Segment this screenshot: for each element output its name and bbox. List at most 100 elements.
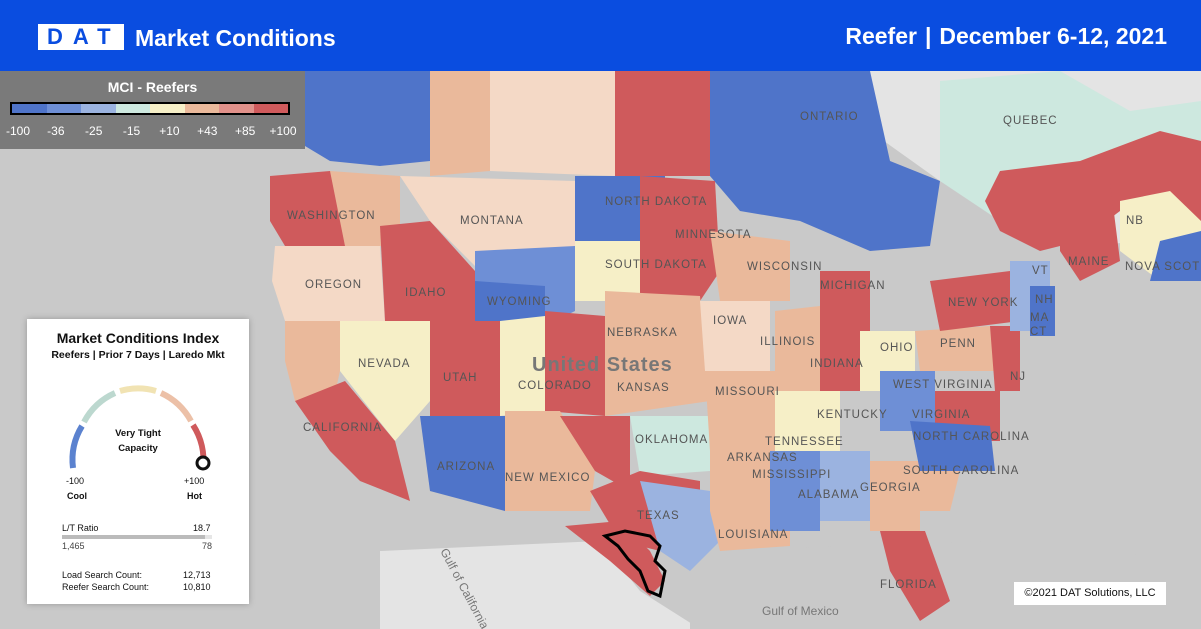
gauge-min-label: Cool (67, 491, 87, 501)
map-label: OREGON (305, 279, 362, 291)
gauge-arc-mild (81, 390, 117, 424)
load-search-label: Load Search Count: (62, 570, 143, 580)
copyright-notice: ©2021 DAT Solutions, LLC (1014, 582, 1166, 605)
laredo-market-outline (601, 529, 667, 599)
region-utah-east (500, 316, 545, 416)
region-north-carolina (910, 421, 995, 471)
region-west-virginia (880, 371, 935, 431)
map-label: CALIFORNIA (303, 422, 382, 434)
legend-tick: -100 (5, 124, 31, 138)
region-new-mexico (505, 411, 595, 511)
country-label: United States (532, 354, 673, 376)
map-label: ARKANSAS (727, 452, 798, 464)
map-label: MA (1030, 312, 1049, 324)
water-label: Gulf of Mexico (762, 604, 839, 618)
lt-ratio-value: 18.7 (193, 523, 211, 533)
gulf-water (690, 541, 1201, 629)
region-colorado (545, 311, 605, 416)
map-label: ARIZONA (437, 461, 495, 473)
mci-gauge (69, 385, 211, 471)
region-nebraska-kansas (605, 291, 710, 416)
region-oregon (272, 246, 385, 321)
map-label: COLORADO (518, 380, 592, 392)
legend-tick: -36 (47, 124, 65, 138)
map-label: WYOMING (487, 296, 552, 308)
gauge-max-label: Hot (187, 491, 202, 501)
gauge-min-value: -100 (66, 476, 85, 486)
region-missouri (705, 371, 775, 451)
region-manitoba (615, 71, 710, 176)
region-utah (430, 321, 500, 416)
map-label: NJ (1010, 371, 1026, 383)
map-label: GEORGIA (860, 482, 921, 494)
region-nj (990, 326, 1020, 391)
region-ontario (710, 71, 940, 251)
region-laredo (565, 521, 665, 596)
map-label: INDIANA (810, 358, 864, 370)
legend-tick: +43 (197, 124, 218, 138)
legend-swatch (184, 104, 219, 113)
region-ma-nh (1030, 286, 1055, 336)
map-label: NEW YORK (948, 297, 1018, 309)
truck-count: 78 (202, 541, 213, 551)
report-period: Reefer | December 6-12, 2021 (845, 22, 1167, 50)
region-oklahoma (630, 416, 710, 476)
map-label: OKLAHOMA (635, 434, 708, 446)
panel-title: Market Conditions Index (56, 330, 220, 346)
map-label: NOVA SCOTIA (1125, 261, 1201, 273)
region-penn (915, 326, 995, 371)
legend-swatch (150, 104, 185, 113)
mexico-land (380, 541, 700, 629)
region-iowa (700, 301, 770, 371)
legend-swatch (46, 104, 81, 113)
map-label: KANSAS (617, 382, 670, 394)
load-search-value: 12,713 (183, 570, 211, 580)
region-nevada (340, 321, 430, 441)
region-arkansas (710, 451, 770, 511)
lt-ratio-label: L/T Ratio (62, 523, 99, 533)
region-tennessee-kentucky (775, 391, 840, 451)
region-idaho (380, 221, 475, 321)
map-label: VT (1032, 265, 1049, 277)
map-label: NEVADA (358, 358, 410, 370)
gauge-arc-cool (69, 424, 85, 469)
legend-swatch (12, 104, 47, 113)
region-south-dakota (575, 241, 640, 301)
map-label: PENN (940, 338, 976, 350)
legend-color-scale (10, 102, 290, 115)
region-illinois (775, 306, 820, 391)
market-conditions-panel: Market Conditions Index Reefers | Prior … (27, 319, 249, 604)
legend-tick: -15 (122, 124, 141, 138)
legend-tick: -25 (85, 124, 103, 138)
map-label: CT (1030, 326, 1047, 338)
map-label: NB (1126, 215, 1144, 227)
legend-swatch (219, 104, 254, 113)
map-label: MAINE (1068, 256, 1109, 268)
region-saskatchewan (490, 71, 615, 176)
region-alberta (430, 71, 490, 176)
map-label: SOUTH DAKOTA (605, 259, 707, 271)
status-line-2: Capacity (118, 443, 158, 454)
reefer-search-label: Reefer Search Count: (62, 582, 150, 592)
map-label: ONTARIO (800, 111, 859, 123)
map-label: NEBRASKA (607, 327, 678, 339)
region-wisconsin (710, 231, 790, 301)
map-label: ALABAMA (798, 489, 859, 501)
map-label: SOUTH CAROLINA (903, 465, 1019, 477)
legend-swatch (253, 104, 288, 113)
map-label: MISSOURI (715, 386, 780, 398)
legend-title: MCI - Reefers (107, 79, 198, 95)
map-label: IOWA (713, 315, 747, 327)
dat-logo: DAT (38, 24, 124, 50)
status-line-1: Very Tight (115, 428, 161, 439)
legend-tick: +10 (159, 124, 180, 138)
map-label: QUEBEC (1003, 115, 1058, 127)
map-label: WASHINGTON (287, 210, 376, 222)
map-labels: WASHINGTON OREGON IDAHO MONTANA WYOMING … (287, 111, 1201, 629)
map-label: LOUISIANA (718, 529, 788, 541)
gauge-status: Very Tight Capacity (98, 426, 178, 456)
map-label: TEXAS (637, 510, 680, 522)
legend-ticks: -100 -36 -25 -15 +10 +43 +85 +100 (0, 124, 305, 140)
region-bc (305, 71, 430, 166)
gauge-indicator (195, 455, 211, 471)
